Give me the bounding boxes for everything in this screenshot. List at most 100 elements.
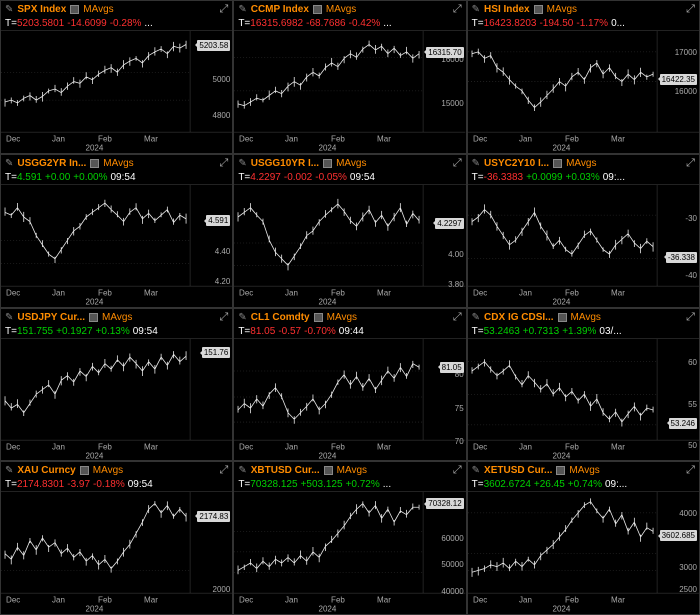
stats-prefix: T=53.2463 <box>472 326 520 337</box>
change-value: +0.1927 <box>56 326 92 337</box>
price-value: 151.755 <box>17 326 53 337</box>
expand-icon[interactable]: ⤢ <box>686 3 695 16</box>
edit-icon[interactable]: ✎ <box>238 312 246 323</box>
expand-icon[interactable]: ⤢ <box>686 464 695 477</box>
chart-panel[interactable]: ✎USYC2Y10 I...MAvgs⤢T=-36.3383+0.0099+0.… <box>467 154 700 308</box>
price-value: 70328.125 <box>250 479 297 490</box>
panel-title: USDJPY Cur... <box>17 312 85 323</box>
svg-text:Jan: Jan <box>52 288 65 297</box>
chart-panel[interactable]: ✎USGG2YR In...MAvgs⤢T=4.591+0.00+0.00%09… <box>0 154 233 308</box>
expand-icon[interactable]: ⤢ <box>220 157 229 170</box>
edit-icon[interactable]: ✎ <box>238 4 246 15</box>
change-value: -0.002 <box>284 172 312 183</box>
price-tag: 3602.685 <box>660 530 697 541</box>
change-value: -68.7686 <box>306 18 345 29</box>
y-tick-label: -40 <box>685 271 697 280</box>
chart-area[interactable]: DecJanFebMar2024151.76 <box>1 338 232 461</box>
chart-area[interactable]: DecJanFebMar202460000500004000070328.12 <box>234 491 465 614</box>
expand-icon[interactable]: ⤢ <box>686 311 695 324</box>
chart-svg: DecJanFebMar2024 <box>468 185 699 307</box>
chart-panel[interactable]: ✎SPX IndexMAvgs⤢T=5203.5801-14.6099-0.28… <box>0 0 233 154</box>
chart-panel[interactable]: ✎XETUSD Cur...MAvgs⤢T=3602.6724+26.45+0.… <box>467 461 700 615</box>
stats-prefix: T=3602.6724 <box>472 479 531 490</box>
chart-panel[interactable]: ✎CDX IG CDSI...MAvgs⤢T=53.2463+0.7313+1.… <box>467 308 700 462</box>
svg-text:Jan: Jan <box>285 596 298 605</box>
pct-value: -0.28% <box>110 18 142 29</box>
stats-prefix: T=16315.6982 <box>238 18 303 29</box>
panel-header: ✎USGG10YR I...MAvgs⤢ <box>234 155 465 172</box>
edit-icon[interactable]: ✎ <box>472 465 480 476</box>
edit-icon[interactable]: ✎ <box>472 158 480 169</box>
panel-header: ✎USDJPY Cur...MAvgs⤢ <box>1 309 232 326</box>
panel-header: ✎USYC2Y10 I...MAvgs⤢ <box>468 155 699 172</box>
change-value: -14.6099 <box>67 18 106 29</box>
svg-text:Jan: Jan <box>519 442 532 451</box>
price-value: 53.2463 <box>484 326 520 337</box>
edit-icon[interactable]: ✎ <box>238 158 246 169</box>
svg-text:Feb: Feb <box>331 442 345 451</box>
chart-svg: DecJanFebMar2024 <box>468 31 699 153</box>
edit-icon[interactable]: ✎ <box>238 465 246 476</box>
chart-area[interactable]: DecJanFebMar2024500048005203.58 <box>1 30 232 153</box>
panel-header: ✎CDX IG CDSI...MAvgs⤢ <box>468 309 699 326</box>
expand-icon[interactable]: ⤢ <box>220 311 229 324</box>
y-tick-label: 5000 <box>213 75 231 84</box>
chart-area[interactable]: DecJanFebMar2024160001500016315.70 <box>234 30 465 153</box>
chart-area[interactable]: DecJanFebMar202420002174.83 <box>1 491 232 614</box>
svg-text:Dec: Dec <box>473 596 487 605</box>
expand-icon[interactable]: ⤢ <box>453 311 462 324</box>
timestamp: ... <box>383 18 391 29</box>
expand-icon[interactable]: ⤢ <box>686 157 695 170</box>
chart-svg: DecJanFebMar2024 <box>234 339 465 461</box>
panel-header: ✎USGG2YR In...MAvgs⤢ <box>1 155 232 172</box>
chart-panel[interactable]: ✎CCMP IndexMAvgs⤢T=16315.6982-68.7686-0.… <box>233 0 466 154</box>
expand-icon[interactable]: ⤢ <box>453 3 462 16</box>
edit-icon[interactable]: ✎ <box>472 4 480 15</box>
chart-area[interactable]: DecJanFebMar202460555053.246 <box>468 338 699 461</box>
change-value: +0.0099 <box>526 172 562 183</box>
expand-icon[interactable]: ⤢ <box>453 464 462 477</box>
edit-icon[interactable]: ✎ <box>5 312 13 323</box>
svg-text:Dec: Dec <box>6 442 20 451</box>
svg-text:Mar: Mar <box>377 442 391 451</box>
chart-svg: DecJanFebMar2024 <box>234 492 465 614</box>
svg-text:2024: 2024 <box>319 144 337 153</box>
timestamp: 03/... <box>599 326 621 337</box>
y-tick-label: -30 <box>685 214 697 223</box>
chart-area[interactable]: DecJanFebMar2024170001600016422.35 <box>468 30 699 153</box>
mavgs-label: MAvgs <box>566 158 596 169</box>
chart-panel[interactable]: ✎USGG10YR I...MAvgs⤢T=4.2297-0.002-0.05%… <box>233 154 466 308</box>
expand-icon[interactable]: ⤢ <box>220 464 229 477</box>
panel-title: USGG10YR I... <box>251 158 319 169</box>
y-tick-label: 55 <box>688 400 697 409</box>
chart-area[interactable]: DecJanFebMar20244000300025003602.685 <box>468 491 699 614</box>
change-value: -194.50 <box>539 18 573 29</box>
timestamp: 09:... <box>605 479 627 490</box>
chart-panel[interactable]: ✎XAU CurncyMAvgs⤢T=2174.8301-3.97-0.18%0… <box>0 461 233 615</box>
svg-text:Feb: Feb <box>331 288 345 297</box>
pct-value: -0.42% <box>349 18 381 29</box>
chart-panel[interactable]: ✎USDJPY Cur...MAvgs⤢T=151.755+0.1927+0.1… <box>0 308 233 462</box>
panel-title: USGG2YR In... <box>17 158 86 169</box>
panel-title: XETUSD Cur... <box>484 465 552 476</box>
y-tick-label: 16000 <box>675 87 697 96</box>
chart-panel[interactable]: ✎CL1 ComdtyMAvgs⤢T=81.05-0.57-0.70%09:44… <box>233 308 466 462</box>
chart-panel[interactable]: ✎HSI IndexMAvgs⤢T=16423.8203-194.50-1.17… <box>467 0 700 154</box>
edit-icon[interactable]: ✎ <box>5 4 13 15</box>
chart-area[interactable]: DecJanFebMar2024-30-40-36.338 <box>468 184 699 307</box>
stats-prefix: T=81.05 <box>238 326 275 337</box>
edit-icon[interactable]: ✎ <box>5 465 13 476</box>
pct-value: +0.72% <box>346 479 380 490</box>
expand-icon[interactable]: ⤢ <box>453 157 462 170</box>
edit-icon[interactable]: ✎ <box>472 312 480 323</box>
chart-area[interactable]: DecJanFebMar20244.003.804.2297 <box>234 184 465 307</box>
chart-panel[interactable]: ✎XBTUSD Cur...MAvgs⤢T=70328.125+503.125+… <box>233 461 466 615</box>
svg-text:Feb: Feb <box>565 442 579 451</box>
stats-prefix: T=4.2297 <box>238 172 281 183</box>
panel-title: CDX IG CDSI... <box>484 312 553 323</box>
expand-icon[interactable]: ⤢ <box>220 3 229 16</box>
chart-area[interactable]: DecJanFebMar20244.404.204.591 <box>1 184 232 307</box>
edit-icon[interactable]: ✎ <box>5 158 13 169</box>
price-value: 16423.8203 <box>484 18 537 29</box>
chart-area[interactable]: DecJanFebMar202480757081.05 <box>234 338 465 461</box>
